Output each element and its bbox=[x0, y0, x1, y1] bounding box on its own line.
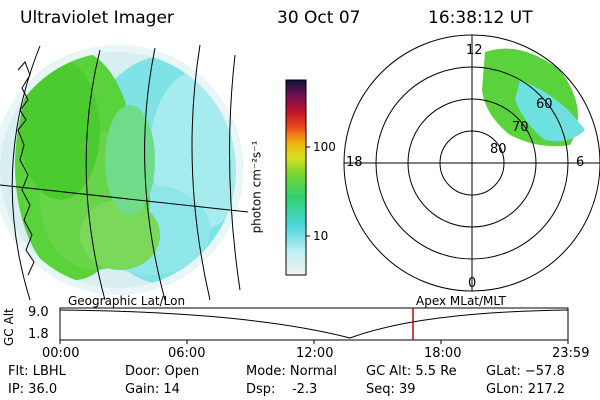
mlt-label-18: 18 bbox=[346, 155, 363, 170]
coastline bbox=[17, 61, 35, 276]
mlt-label-12: 12 bbox=[466, 43, 483, 58]
ytick-1-8: 1.8 bbox=[28, 327, 49, 342]
status-gc-alt: GC Alt: 5.5 Re bbox=[366, 364, 457, 379]
colorbar-tick-100: 100 bbox=[313, 140, 336, 154]
header-time: 16:38:12 UT bbox=[428, 8, 533, 28]
geo-caption: Geographic Lat/Lon bbox=[68, 294, 186, 308]
mlat-label-80: 80 bbox=[490, 142, 507, 157]
status-mode: Mode: Normal bbox=[246, 364, 337, 379]
header-date: 30 Oct 07 bbox=[277, 8, 361, 28]
xtick-0600: 06:00 bbox=[168, 346, 206, 361]
app-title: Ultraviolet Imager bbox=[20, 8, 174, 28]
mlt-label-6: 6 bbox=[576, 155, 585, 170]
status-seq: Seq: 39 bbox=[366, 382, 416, 397]
status-glon: GLon: 217.2 bbox=[486, 382, 566, 397]
status-dsp: Dsp: -2.3 bbox=[246, 382, 318, 397]
xtick-1800: 18:00 bbox=[424, 346, 462, 361]
altitude-curve bbox=[59, 309, 569, 339]
timeline-axis-label: GC Alt bbox=[2, 308, 16, 346]
polar-aurora-cyan bbox=[515, 80, 585, 142]
mlat-label-70: 70 bbox=[512, 120, 529, 135]
polar-caption: Apex MLat/MLT bbox=[416, 294, 506, 308]
status-gain: Gain: 14 bbox=[125, 382, 180, 397]
status-door: Door: Open bbox=[125, 364, 200, 379]
xtick-2359: 23:59 bbox=[552, 346, 590, 361]
mlt-label-0: 0 bbox=[468, 276, 477, 291]
xtick-0000: 00:00 bbox=[42, 346, 80, 361]
colorbar-tick-10: 10 bbox=[313, 229, 329, 243]
polar-grid bbox=[343, 34, 600, 292]
ytick-9: 9.0 bbox=[28, 305, 49, 320]
xtick-1200: 12:00 bbox=[296, 346, 334, 361]
status-flt: Flt: LBHL bbox=[8, 364, 66, 379]
status-glat: GLat: −57.8 bbox=[486, 364, 565, 379]
mlat-label-60: 60 bbox=[536, 97, 553, 112]
geo-image-disk bbox=[0, 45, 243, 295]
status-ip: IP: 36.0 bbox=[8, 382, 58, 397]
